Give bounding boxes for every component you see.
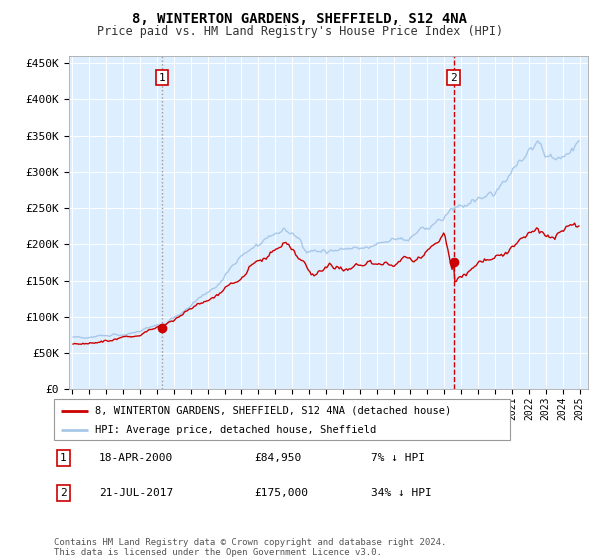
- Text: Contains HM Land Registry data © Crown copyright and database right 2024.
This d: Contains HM Land Registry data © Crown c…: [54, 538, 446, 557]
- Text: 1: 1: [158, 73, 165, 83]
- Text: 8, WINTERTON GARDENS, SHEFFIELD, S12 4NA: 8, WINTERTON GARDENS, SHEFFIELD, S12 4NA: [133, 12, 467, 26]
- Text: 7% ↓ HPI: 7% ↓ HPI: [371, 453, 425, 463]
- Text: 2: 2: [60, 488, 67, 498]
- FancyBboxPatch shape: [54, 399, 510, 440]
- Text: 34% ↓ HPI: 34% ↓ HPI: [371, 488, 431, 498]
- Text: HPI: Average price, detached house, Sheffield: HPI: Average price, detached house, Shef…: [95, 424, 376, 435]
- Text: 1: 1: [60, 453, 67, 463]
- Text: £84,950: £84,950: [254, 453, 302, 463]
- Text: £175,000: £175,000: [254, 488, 308, 498]
- Text: 21-JUL-2017: 21-JUL-2017: [99, 488, 173, 498]
- Text: 18-APR-2000: 18-APR-2000: [99, 453, 173, 463]
- Text: 2: 2: [450, 73, 457, 83]
- Text: Price paid vs. HM Land Registry's House Price Index (HPI): Price paid vs. HM Land Registry's House …: [97, 25, 503, 38]
- Text: 8, WINTERTON GARDENS, SHEFFIELD, S12 4NA (detached house): 8, WINTERTON GARDENS, SHEFFIELD, S12 4NA…: [95, 405, 451, 416]
